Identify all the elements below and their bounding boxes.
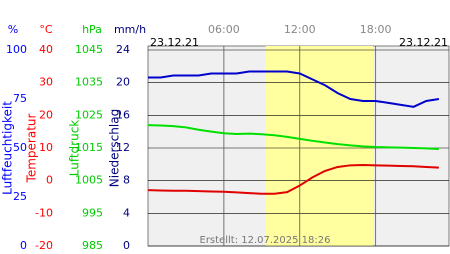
- y-tick-label: 0: [20, 239, 27, 250]
- y-tick-label: 1035: [75, 76, 103, 89]
- y-tick-label: 75: [13, 92, 27, 105]
- y-tick-label: 0: [46, 174, 53, 187]
- y-tick-label: -20: [35, 239, 53, 250]
- axis-label: Niederschlag: [108, 109, 122, 187]
- y-tick-label: 995: [82, 206, 103, 219]
- y-tick-label: 1005: [75, 174, 103, 187]
- axis-unit: %: [8, 23, 18, 36]
- y-tick-label: 4: [123, 206, 130, 219]
- y-tick-label: 40: [39, 43, 53, 56]
- x-tick-label: 18:00: [360, 23, 392, 36]
- y-tick-label: 16: [116, 108, 130, 121]
- y-tick-label: 25: [13, 190, 27, 203]
- axis-unit: mm/h: [114, 23, 146, 36]
- series-line: [147, 124, 439, 150]
- series-line: [147, 163, 439, 195]
- y-tick-label: 100: [6, 43, 27, 56]
- axis-label: Luftdruck: [68, 120, 82, 177]
- y-tick-label: 1025: [75, 108, 103, 121]
- x-tick-label: 06:00: [208, 23, 240, 36]
- x-tick-label: 12:00: [284, 23, 316, 36]
- y-tick-label: 50: [13, 141, 27, 154]
- y-tick-label: 1015: [75, 141, 103, 154]
- y-tick-label: 20: [116, 76, 130, 89]
- y-tick-label: 0: [123, 239, 130, 250]
- axis-unit: hPa: [82, 23, 102, 36]
- series-line: [148, 70, 440, 108]
- y-tick-label: 985: [82, 239, 103, 250]
- y-tick-label: 20: [39, 108, 53, 121]
- y-tick-label: 10: [39, 141, 53, 154]
- footer: Erstellt: 12.07.2025 18:26: [200, 235, 331, 246]
- y-tick-label: 1045: [75, 43, 103, 56]
- axis-unit: °C: [39, 23, 53, 36]
- axis-label: Temperatur: [25, 113, 39, 183]
- y-tick-label: 8: [123, 174, 130, 187]
- y-tick-label: 24: [116, 43, 130, 56]
- y-tick-label: -10: [35, 206, 53, 219]
- y-tick-label: 30: [39, 76, 53, 89]
- axis-label: Luftfeuchtigkeit: [1, 101, 15, 195]
- y-tick-label: 12: [116, 141, 130, 154]
